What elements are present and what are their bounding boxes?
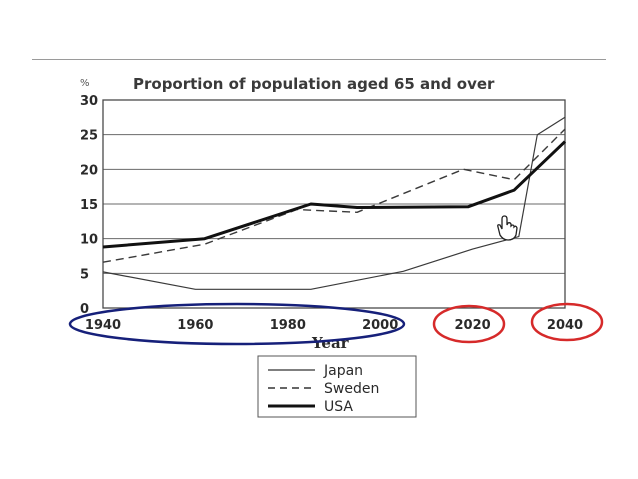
annotation-ellipse-2040 [530,302,604,342]
y-tick-label: 10 [80,233,98,248]
tick-labels: 0 5 10 15 20 25 30 1940 1960 1980 2000 2020 2040 [80,94,583,333]
top-divider-line [32,59,606,60]
y-unit-label: % [80,78,90,89]
x-tick-label: 1940 [85,318,121,333]
series-layer [102,116,567,290]
y-tick-label: 5 [80,267,89,282]
y-tick-label: 30 [80,94,98,109]
x-tick-label: 1960 [177,318,213,333]
chart-title: Proportion of population aged 65 and ove… [133,75,495,93]
legend-label-sweden: Sweden [324,381,379,397]
legend-label-japan: Japan [323,363,363,379]
x-tick-label: 2040 [547,318,583,333]
x-tick-label: 1980 [270,318,306,333]
y-tick-label: 0 [80,302,89,317]
series-line-usa [102,140,567,249]
x-axis-title: Year [311,334,350,352]
series-line-japan [102,116,566,290]
hand-pointer-icon [497,215,518,241]
annotation-ellipse-2020 [432,304,506,344]
legend: Japan Sweden USA [257,355,417,418]
y-tick-label: 20 [80,163,98,178]
annotation-ellipse-1940-2000 [68,302,406,346]
series-line-sweden [102,128,566,263]
grid-layer [103,134,565,274]
x-tick-label: 2020 [455,318,491,333]
y-tick-label: 25 [80,129,98,144]
y-tick-label: 15 [80,198,98,213]
legend-label-usa: USA [324,399,353,415]
x-tick-label: 2000 [362,318,398,333]
